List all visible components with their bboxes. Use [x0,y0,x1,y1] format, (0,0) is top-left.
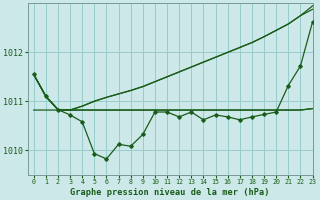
X-axis label: Graphe pression niveau de la mer (hPa): Graphe pression niveau de la mer (hPa) [70,188,270,197]
